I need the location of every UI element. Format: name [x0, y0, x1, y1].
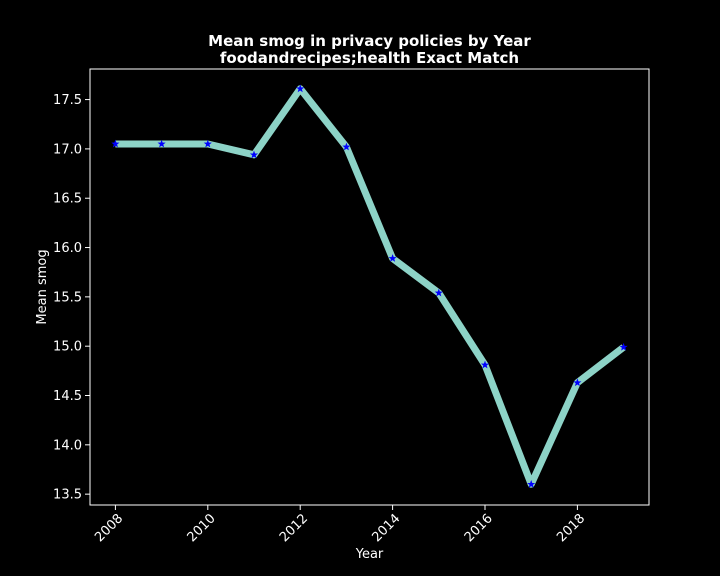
y-tick-label: 13.5 — [53, 488, 82, 503]
data-point — [573, 378, 582, 387]
x-tick-label: 2014 — [369, 511, 403, 545]
y-tick-label: 17.5 — [53, 93, 82, 108]
data-point — [480, 360, 490, 369]
plot-frame — [89, 68, 650, 506]
x-tick-label: 2010 — [185, 511, 219, 545]
data-point — [342, 142, 351, 151]
x-tick-label: 2012 — [277, 511, 311, 545]
y-tick-label: 16.0 — [53, 241, 82, 256]
data-point — [527, 480, 536, 488]
data-point — [296, 84, 305, 93]
data-point — [388, 254, 397, 262]
y-tick-label: 15.0 — [53, 340, 82, 355]
y-tick-label: 15.5 — [53, 290, 82, 305]
x-tick-label: 2018 — [554, 511, 588, 545]
plot-area: 13.5 14.0 14.5 15.0 15.5 16.0 16.5 17.0 17.5 2008… — [53, 68, 650, 545]
y-tick-label: 14.0 — [53, 438, 82, 453]
data-point — [203, 139, 212, 148]
data-point — [111, 139, 120, 148]
chart-title: Mean smog in privacy policies by Year — [208, 32, 531, 50]
y-tick-label: 17.0 — [53, 142, 82, 157]
series-line — [115, 85, 626, 488]
x-tick-label: 2016 — [462, 511, 496, 545]
data-point — [249, 150, 259, 159]
y-tick-label: 16.5 — [53, 192, 82, 207]
data-point — [157, 139, 166, 148]
data-point — [619, 342, 628, 351]
data-point — [434, 288, 443, 297]
chart-subtitle: foodandrecipes;health Exact Match — [220, 49, 519, 67]
x-tick-label: 2008 — [92, 511, 126, 545]
x-axis-label: Year — [355, 547, 384, 562]
y-tick-label: 14.5 — [53, 389, 82, 404]
y-axis-label: Mean smog — [35, 249, 50, 324]
